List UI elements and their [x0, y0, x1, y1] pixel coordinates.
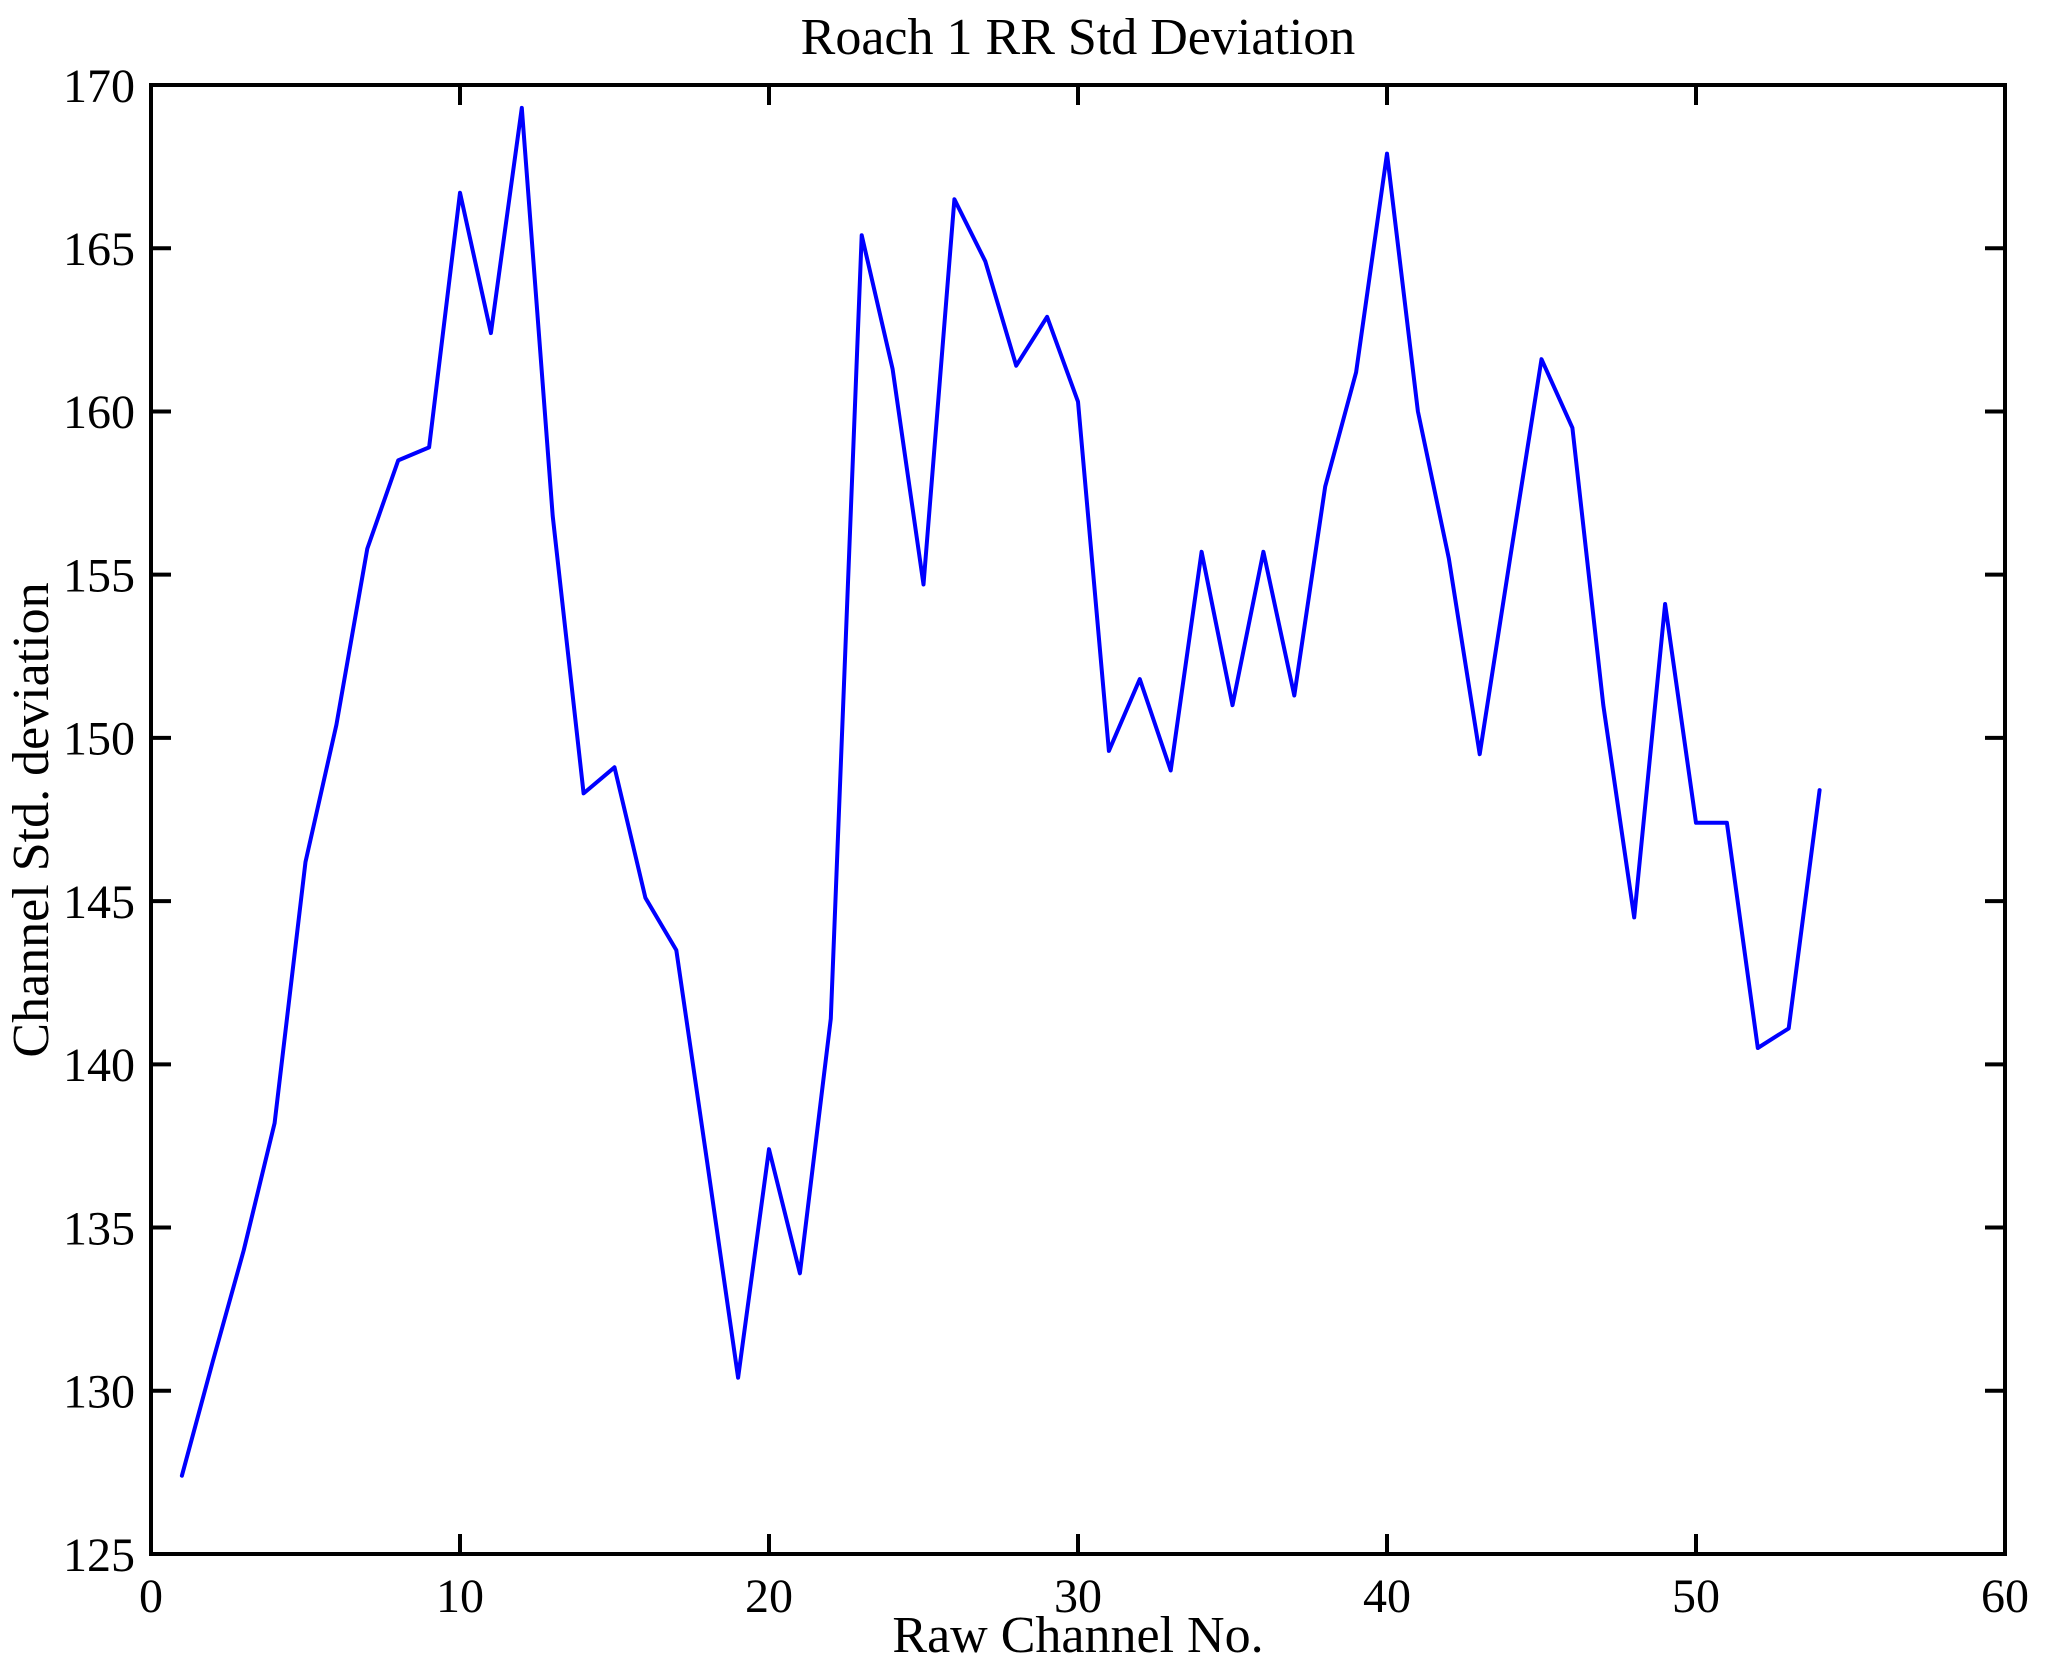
y-axis-tick-labels: 125 130 135 140 145 150 155 160 165 170 — [63, 60, 135, 1582]
data-series-line — [179, 105, 1822, 1478]
y-tick-label: 150 — [63, 713, 135, 766]
x-axis-label: Raw Channel No. — [892, 1607, 1263, 1664]
y-tick-label: 140 — [63, 1039, 135, 1092]
x-axis-tick-labels: 0 10 20 30 40 50 60 — [139, 1570, 2029, 1623]
y-tick-label: 155 — [63, 549, 135, 602]
y-tick-label: 135 — [63, 1202, 135, 1255]
y-tick-label: 130 — [63, 1366, 135, 1419]
x-tick-label: 30 — [1054, 1570, 1102, 1623]
y-tick-label: 165 — [63, 223, 135, 276]
channel-std-deviation-line — [179, 105, 1822, 1478]
x-tick-label: 40 — [1363, 1570, 1411, 1623]
x-tick-label: 20 — [745, 1570, 793, 1623]
chart-title: Roach 1 RR Std Deviation — [801, 9, 1356, 66]
plot-area-border — [149, 83, 2007, 1556]
x-tick-label: 10 — [436, 1570, 484, 1623]
axis-ticks — [149, 83, 2007, 1556]
y-axis-label: Channel Std. deviation — [3, 582, 60, 1057]
y-tick-label: 125 — [63, 1529, 135, 1582]
y-tick-label: 160 — [63, 386, 135, 439]
x-tick-label: 0 — [139, 1570, 163, 1623]
x-tick-label: 50 — [1672, 1570, 1720, 1623]
x-tick-label: 60 — [1981, 1570, 2029, 1623]
y-tick-label: 145 — [63, 876, 135, 929]
y-tick-label: 170 — [63, 60, 135, 113]
